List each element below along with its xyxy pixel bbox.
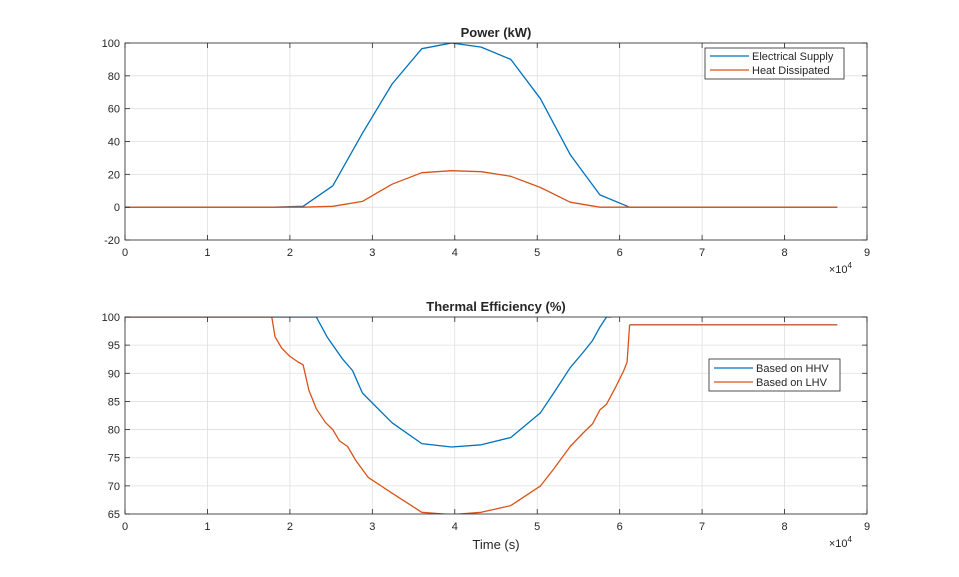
power-series — [125, 43, 838, 208]
power-y-tick-label: -20 — [104, 235, 120, 247]
legend-label-heat-dissipated: Heat Dissipated — [752, 65, 830, 77]
power-x-tick-label: 7 — [699, 247, 705, 259]
efficiency-x-tick-label: 6 — [617, 521, 623, 533]
efficiency-x-tick-label: 4 — [452, 521, 458, 533]
power-y-tick-label: 0 — [114, 202, 120, 214]
power-x-tick-label: 5 — [534, 247, 540, 259]
power-x-tick-label: 6 — [617, 247, 623, 259]
efficiency-x-tick-label: 7 — [699, 521, 705, 533]
efficiency-x-ticks: 0 1 2 3 4 5 6 7 8 9 — [122, 317, 870, 533]
efficiency-y-tick-label: 100 — [102, 312, 120, 324]
efficiency-x-tick-label: 1 — [204, 521, 210, 533]
power-y-ticks: -20 0 20 40 60 80 100 — [102, 38, 867, 247]
power-y-tick-label: 100 — [102, 38, 120, 50]
legend-label-lhv: Based on LHV — [756, 377, 828, 389]
power-legend-box — [704, 47, 845, 80]
power-x-tick-label: 4 — [452, 247, 458, 259]
efficiency-x-tick-label: 0 — [122, 521, 128, 533]
efficiency-plot-area — [125, 317, 867, 514]
efficiency-y-tick-label: 95 — [108, 340, 120, 352]
efficiency-legend-box — [708, 358, 841, 392]
efficiency-chart: 0 1 2 3 4 5 6 7 8 9 65 70 75 80 85 90 95 100 Thermal Eff… — [102, 299, 870, 552]
efficiency-y-tick-label: 70 — [108, 481, 120, 493]
power-legend: Electrical Supply Heat Dissipated — [704, 47, 845, 80]
efficiency-y-tick-label: 80 — [108, 425, 120, 437]
power-y-tick-label: 40 — [108, 137, 120, 149]
power-x-exponent: ×104 — [829, 261, 853, 276]
series-line-based-on-hhv — [125, 317, 612, 448]
power-x-tick-label: 2 — [287, 247, 293, 259]
power-y-tick-label: 20 — [108, 169, 120, 181]
efficiency-y-tick-label: 75 — [108, 453, 120, 465]
efficiency-y-ticks: 65 70 75 80 85 90 95 100 — [102, 312, 867, 521]
efficiency-axes-box — [124, 316, 868, 515]
power-x-tick-label: 0 — [122, 247, 128, 259]
power-y-tick-label: 60 — [108, 104, 120, 116]
power-x-tick-label: 1 — [204, 247, 210, 259]
power-y-tick-label: 80 — [108, 71, 120, 83]
efficiency-x-tick-label: 2 — [287, 521, 293, 533]
efficiency-x-exponent: ×104 — [829, 535, 853, 550]
efficiency-chart-title: Thermal Efficiency (%) — [426, 299, 565, 314]
power-x-tick-label: 9 — [864, 247, 870, 259]
series-line-based-on-lhv — [125, 317, 631, 514]
efficiency-x-tick-label: 3 — [369, 521, 375, 533]
power-chart-title: Power (kW) — [461, 25, 532, 40]
legend-label-electrical-supply: Electrical Supply — [752, 51, 834, 63]
power-x-tick-label: 8 — [781, 247, 787, 259]
efficiency-y-tick-label: 90 — [108, 368, 120, 380]
power-x-ticks: 0 1 2 3 4 5 6 7 8 9 — [122, 43, 870, 259]
efficiency-series — [125, 317, 838, 514]
efficiency-x-tick-label: 5 — [534, 521, 540, 533]
efficiency-x-tick-label: 9 — [864, 521, 870, 533]
power-x-tick-label: 3 — [369, 247, 375, 259]
legend-label-hhv: Based on HHV — [756, 363, 829, 375]
efficiency-x-tick-label: 8 — [781, 521, 787, 533]
efficiency-x-axis-label: Time (s) — [472, 537, 519, 552]
efficiency-y-tick-label: 65 — [108, 509, 120, 521]
efficiency-legend: Based on HHV Based on LHV — [708, 358, 841, 392]
efficiency-y-tick-label: 85 — [108, 396, 120, 408]
series-line-heat-dissipated — [125, 170, 838, 208]
